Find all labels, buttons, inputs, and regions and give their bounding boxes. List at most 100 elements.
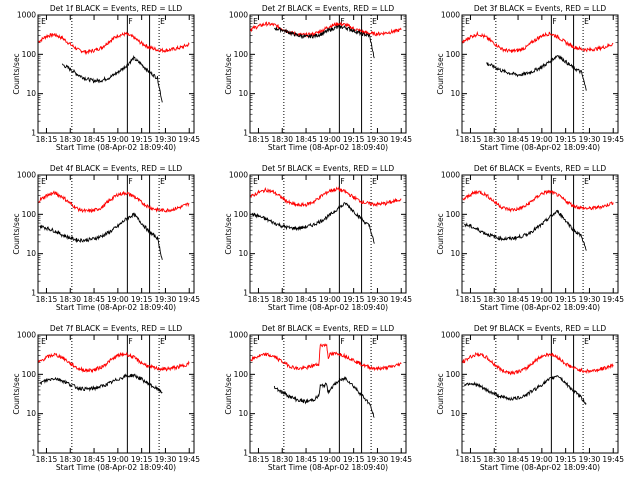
x-tick-label: 19:00 — [319, 295, 341, 304]
interval-marker-label: F — [340, 337, 344, 346]
plot-frame — [37, 14, 195, 134]
interval-marker-label: F — [128, 177, 132, 186]
x-tick-label: 19:45 — [390, 455, 412, 464]
y-axis-label: Counts/sec — [436, 373, 445, 414]
series-line-lld — [250, 20, 402, 38]
chart-panel-5: Det 5f BLACK = Events, RED = LLD 1 10 100 10… — [224, 164, 412, 312]
interval-marker-label: E — [160, 337, 165, 346]
interval-marker-label: E — [253, 17, 258, 26]
plot-frame — [249, 174, 407, 294]
y-tick-label: 1 — [455, 289, 460, 298]
chart-panel-9: Det 9f BLACK = Events, RED = LLD 1 10 100 10… — [436, 324, 624, 472]
plot-frame — [249, 334, 407, 454]
x-tick-label: 19:45 — [390, 135, 412, 144]
x-tick-label: 19:00 — [531, 295, 553, 304]
chart-panel-3: Det 3f BLACK = Events, RED = LLD 1 10 100 10… — [436, 4, 624, 152]
y-tick-label: 1 — [455, 449, 460, 458]
x-tick-label: 19:45 — [602, 455, 624, 464]
y-tick-label: 10 — [450, 409, 460, 418]
series-line-lld — [250, 343, 402, 372]
x-tick-label: 18:30 — [59, 455, 81, 464]
x-tick-label: 19:15 — [343, 295, 365, 304]
x-tick-label: 19:30 — [367, 295, 389, 304]
x-tick-label: 18:30 — [59, 135, 81, 144]
x-axis-label: Start Time (08-Apr-02 18:09:40) — [480, 463, 600, 472]
x-tick-label: 18:45 — [507, 455, 529, 464]
x-tick-label: 19:45 — [178, 135, 200, 144]
x-tick-label: 19:45 — [390, 295, 412, 304]
x-tick-label: 19:00 — [319, 455, 341, 464]
interval-marker-label: E — [584, 17, 589, 26]
series-line-events — [486, 54, 587, 91]
interval-marker-label: E — [465, 177, 470, 186]
y-tick-label: 1000 — [229, 171, 248, 180]
y-axis-label: Counts/sec — [12, 213, 21, 254]
series-line-events — [463, 375, 587, 406]
x-tick-label: 19:30 — [155, 295, 177, 304]
x-tick-label: 18:45 — [83, 135, 105, 144]
interval-marker-label: F — [552, 177, 556, 186]
chart-title: Det 9f BLACK = Events, RED = LLD — [474, 324, 607, 333]
x-tick-label: 18:45 — [83, 455, 105, 464]
series-line-lld — [462, 352, 614, 376]
x-tick-label: 19:30 — [579, 135, 601, 144]
chart-panel-6: Det 6f BLACK = Events, RED = LLD 1 10 100 10… — [436, 164, 624, 312]
x-axis-label: Start Time (08-Apr-02 18:09:40) — [56, 463, 176, 472]
x-tick-label: 19:30 — [155, 135, 177, 144]
chart-panel-2: Det 2f BLACK = Events, RED = LLD 1 10 100 10… — [224, 4, 412, 152]
y-tick-label: 100 — [22, 210, 37, 219]
x-tick-label: 18:30 — [483, 295, 505, 304]
x-axis-label: Start Time (08-Apr-02 18:09:40) — [480, 303, 600, 312]
series-line-events — [251, 202, 375, 244]
x-tick-label: 19:30 — [579, 295, 601, 304]
y-tick-label: 1000 — [441, 11, 460, 20]
x-tick-label: 18:15 — [36, 135, 58, 144]
interval-marker-label: E — [253, 177, 258, 186]
x-tick-label: 19:15 — [131, 455, 153, 464]
series-line-lld — [38, 190, 190, 214]
interval-marker-label: F — [552, 17, 556, 26]
x-tick-label: 18:45 — [295, 455, 317, 464]
y-tick-label: 10 — [26, 409, 36, 418]
x-tick-label: 19:30 — [367, 135, 389, 144]
series-line-events — [39, 212, 163, 260]
chart-panel-8: Det 8f BLACK = Events, RED = LLD 1 10 100 10… — [224, 324, 412, 472]
x-tick-label: 19:45 — [178, 455, 200, 464]
x-tick-label: 19:30 — [367, 455, 389, 464]
x-axis-label: Start Time (08-Apr-02 18:09:40) — [268, 143, 388, 152]
x-tick-label: 18:30 — [271, 455, 293, 464]
x-tick-label: 19:00 — [531, 135, 553, 144]
y-axis-label: Counts/sec — [224, 213, 233, 254]
y-tick-label: 1000 — [441, 331, 460, 340]
interval-marker-label: E — [465, 337, 470, 346]
plot-frame — [37, 334, 195, 454]
x-tick-label: 19:30 — [579, 455, 601, 464]
chart-title: Det 5f BLACK = Events, RED = LLD — [262, 164, 395, 173]
y-axis-label: Counts/sec — [12, 373, 21, 414]
interval-marker-label: E — [160, 177, 165, 186]
chart-title: Det 3f BLACK = Events, RED = LLD — [474, 4, 607, 13]
series-line-events — [273, 376, 375, 418]
y-tick-label: 10 — [450, 89, 460, 98]
x-tick-label: 19:15 — [555, 135, 577, 144]
x-tick-label: 18:30 — [483, 135, 505, 144]
interval-marker-label: F — [128, 337, 132, 346]
chart-title: Det 6f BLACK = Events, RED = LLD — [474, 164, 607, 173]
y-tick-label: 1000 — [229, 331, 248, 340]
y-tick-label: 1 — [31, 289, 36, 298]
x-axis-label: Start Time (08-Apr-02 18:09:40) — [56, 303, 176, 312]
y-tick-label: 100 — [446, 210, 461, 219]
x-axis-label: Start Time (08-Apr-02 18:09:40) — [480, 143, 600, 152]
y-tick-label: 1000 — [229, 11, 248, 20]
x-tick-label: 18:30 — [483, 455, 505, 464]
y-tick-label: 1000 — [17, 11, 36, 20]
y-tick-label: 1 — [31, 129, 36, 138]
x-tick-label: 18:30 — [271, 295, 293, 304]
plot-frame — [461, 174, 619, 294]
x-tick-label: 19:30 — [155, 455, 177, 464]
series-line-lld — [38, 351, 190, 374]
x-tick-label: 18:30 — [271, 135, 293, 144]
y-tick-label: 100 — [234, 210, 249, 219]
chart-title: Det 7f BLACK = Events, RED = LLD — [50, 324, 183, 333]
y-tick-label: 100 — [446, 370, 461, 379]
